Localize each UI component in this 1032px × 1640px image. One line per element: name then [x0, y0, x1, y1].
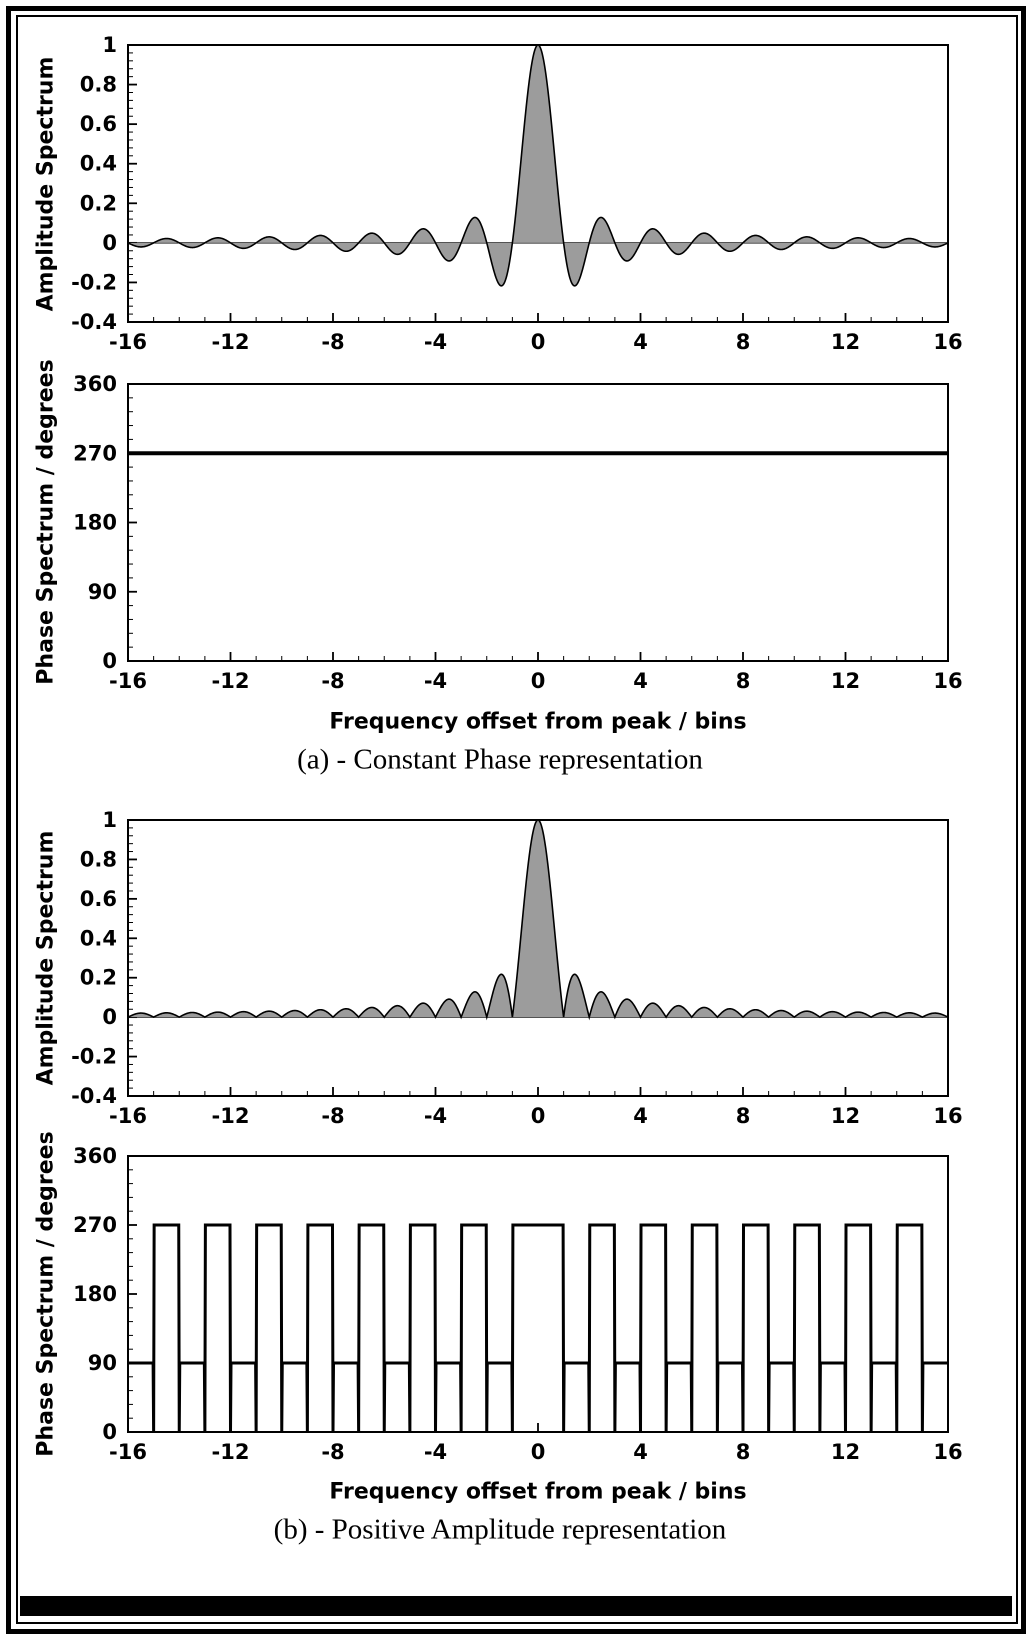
x-tick-label: 12: [831, 330, 860, 354]
plot-box: [127, 1155, 949, 1433]
x-tick-label: -8: [321, 669, 344, 693]
x-tick-label: -4: [424, 1440, 447, 1464]
chart-phase-alternating: -16 -12 -8 -4 0 4 8 12 16 0 90 180 270 360: [73, 1144, 962, 1464]
series-area-sinc-amplitude: [128, 45, 948, 286]
y-tick-label: -0.2: [71, 270, 117, 294]
plot-box: [127, 383, 949, 662]
y-tick-label: 0.2: [80, 966, 117, 990]
chart-amplitude-positive: -16 -12 -8 -4 0 4 8 12 16 -0.4 -0.2 0 0.2 0.4 0.6 0.8 1: [71, 808, 963, 1128]
y-tick-label: 360: [73, 1144, 117, 1168]
x-tick-label: 4: [633, 669, 648, 693]
x-tick-label: 16: [933, 1440, 962, 1464]
x-tick-label: 4: [633, 1104, 648, 1128]
y-tick-label: 0: [102, 1420, 117, 1444]
y-tick-label: 180: [73, 511, 117, 535]
ylabel-phase-b: Phase Spectrum / degrees: [33, 1131, 59, 1457]
x-tick-label: 8: [736, 330, 751, 354]
x-tick-label: 4: [633, 1440, 648, 1464]
x-tick-label: 16: [933, 1104, 962, 1128]
x-tick-label: -16: [109, 669, 147, 693]
y-tick-label: 0: [102, 231, 117, 255]
x-tick-label: 8: [736, 1104, 751, 1128]
y-tick-label: -0.4: [71, 1084, 117, 1108]
y-tick-label: 0: [102, 649, 117, 673]
x-tick-label: 4: [633, 330, 648, 354]
x-tick-label: -8: [321, 330, 344, 354]
y-tick-label: 270: [73, 1213, 117, 1237]
x-tick-label: 12: [831, 1440, 860, 1464]
y-tick-label: 270: [73, 441, 117, 465]
x-tick-label: 16: [933, 669, 962, 693]
y-tick-label: 90: [88, 580, 117, 604]
x-tick-label: 12: [831, 1104, 860, 1128]
y-tick-label: 0.8: [80, 847, 117, 871]
x-tick-label: 0: [531, 330, 546, 354]
x-tick-label: -16: [109, 330, 147, 354]
bottom-scan-bar: [20, 1596, 1012, 1616]
ylabel-amplitude-a: Amplitude Spectrum: [33, 56, 59, 312]
x-tick-label: -4: [424, 1104, 447, 1128]
x-tick-label: -12: [212, 330, 250, 354]
x-tick-label: -16: [109, 1440, 147, 1464]
x-tick-label: -4: [424, 669, 447, 693]
ylabel-phase-a: Phase Spectrum / degrees: [33, 359, 59, 685]
x-tick-label: -12: [212, 669, 250, 693]
y-tick-label: 0.2: [80, 191, 117, 215]
series-line-sinc-amplitude: [127, 44, 949, 287]
y-tick-label: 0.8: [80, 73, 117, 97]
chart-amplitude-constant-phase: -16 -12 -8 -4 0 4 8 12 16 -0.4 -0.2 0 0.2 0.4 0.6 0.8 1: [71, 33, 963, 354]
y-tick-label: 0.6: [80, 112, 117, 136]
series-line-alternating-phase: [128, 1223, 948, 1433]
y-tick-label: 90: [88, 1351, 117, 1375]
x-tick-label: -8: [321, 1440, 344, 1464]
y-tick-label: 360: [73, 372, 117, 396]
caption-positive-amplitude: (b) - Positive Amplitude representation: [273, 1513, 727, 1546]
x-tick-label: 12: [831, 669, 860, 693]
x-tick-label: 16: [933, 330, 962, 354]
y-tick-label: 1: [102, 808, 117, 832]
y-tick-label: -0.2: [71, 1045, 117, 1069]
x-tick-label: -12: [212, 1104, 250, 1128]
x-tick-label: -4: [424, 330, 447, 354]
y-tick-label: 0.6: [80, 887, 117, 911]
y-tick-label: -0.4: [71, 310, 117, 334]
x-tick-label: -12: [212, 1440, 250, 1464]
y-tick-label: 180: [73, 1282, 117, 1306]
ylabel-amplitude-b: Amplitude Spectrum: [33, 830, 59, 1086]
x-tick-label: 0: [531, 1440, 546, 1464]
series-area-abs-sinc-amplitude: [128, 820, 948, 1018]
x-tick-label: 8: [736, 1440, 751, 1464]
x-tick-label: 0: [531, 669, 546, 693]
y-tick-label: 1: [102, 33, 117, 57]
y-tick-label: 0: [102, 1005, 117, 1029]
y-tick-label: 0.4: [80, 152, 117, 176]
chart-phase-constant: -16 -12 -8 -4 0 4 8 12 16 0 90 180 270 360: [73, 372, 962, 693]
xlabel-b: Frequency offset from peak / bins: [329, 1479, 747, 1505]
x-tick-label: 0: [531, 1104, 546, 1128]
caption-constant-phase: (a) - Constant Phase representation: [297, 743, 703, 776]
x-tick-label: -16: [109, 1104, 147, 1128]
series-line-abs-sinc-amplitude: [127, 819, 949, 1021]
y-tick-label: 0.4: [80, 926, 117, 950]
xlabel-a: Frequency offset from peak / bins: [329, 709, 747, 735]
x-tick-label: 8: [736, 669, 751, 693]
x-tick-label: -8: [321, 1104, 344, 1128]
